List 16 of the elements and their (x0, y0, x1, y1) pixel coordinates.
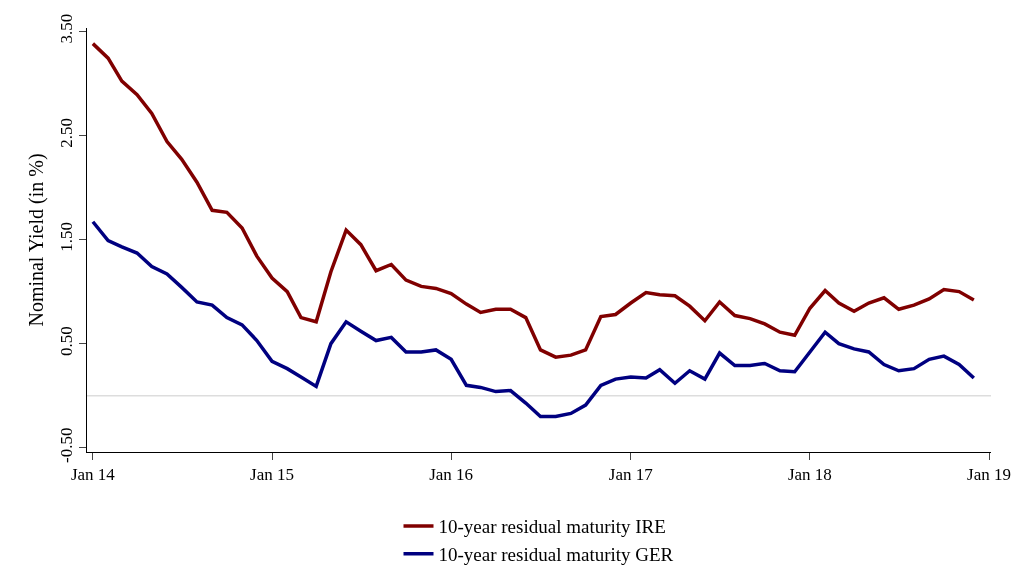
y-tick-label: 1.50 (57, 222, 77, 252)
x-tick-label: Jan 19 (967, 465, 1011, 485)
line-series (91, 41, 976, 359)
line-series (91, 220, 976, 419)
legend-label: 10-year residual maturity GER (438, 544, 674, 566)
y-tick-label: 0.50 (57, 326, 77, 356)
legend-label: 10-year residual maturity IRE (438, 516, 666, 538)
x-tick-label: Jan 18 (787, 465, 832, 485)
x-tick-label: Jan 15 (250, 465, 294, 485)
x-tick-label: Jan 17 (608, 465, 654, 485)
y-tick-label: 2.50 (57, 117, 77, 148)
x-tick-label: Jan 14 (70, 465, 116, 485)
y-tick-label: -0.50 (57, 427, 77, 463)
y-axis-title: Nominal Yield (in %) (24, 153, 48, 327)
x-tick-label: Jan 16 (429, 465, 474, 485)
y-tick-label: 3.50 (57, 13, 77, 44)
